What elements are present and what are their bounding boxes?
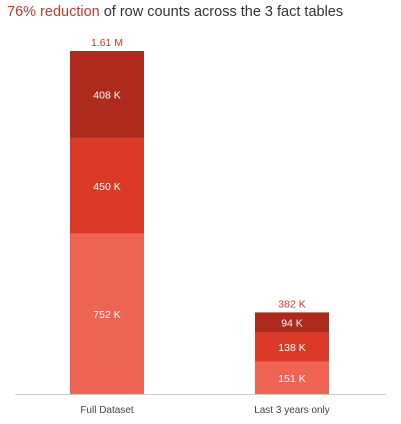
segment-value-label: 408 K — [93, 89, 120, 101]
segment-value-label: 138 K — [278, 342, 305, 354]
x-axis-category-label: Full Dataset — [80, 405, 134, 416]
segment-value-label: 151 K — [278, 373, 305, 385]
chart-title-text: of row counts across the 3 fact tables — [99, 4, 344, 20]
total-value-label: 382 K — [278, 298, 305, 310]
bar-segment — [255, 332, 329, 362]
chart-title-highlight: 76% reduction — [7, 4, 100, 20]
segment-value-label: 752 K — [93, 309, 120, 321]
segment-value-label: 94 K — [281, 317, 303, 329]
chart-title: 76% reduction of row counts across the 3… — [7, 4, 343, 20]
bar-segment — [70, 137, 144, 234]
bar-segment — [255, 312, 329, 333]
x-axis-category-label: Last 3 years only — [254, 405, 330, 416]
bar-segment — [255, 361, 329, 394]
segment-value-label: 450 K — [93, 181, 120, 193]
total-value-label: 1.61 M — [91, 37, 123, 49]
bar-segment — [70, 51, 144, 138]
bar-segment — [70, 233, 144, 394]
